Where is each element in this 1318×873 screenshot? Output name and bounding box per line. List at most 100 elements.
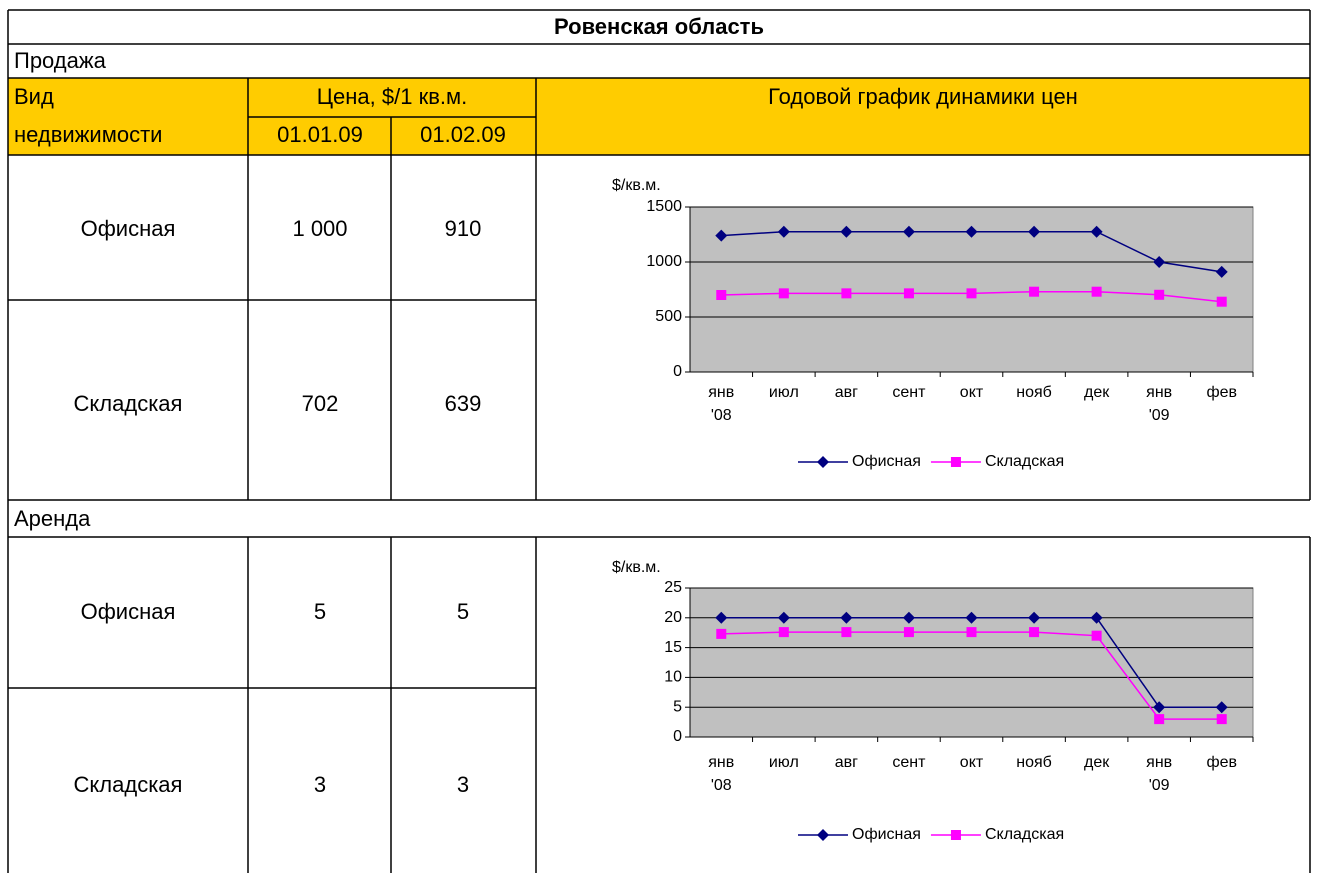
legend-marker <box>950 457 961 467</box>
y-tick-label: 1500 <box>646 198 682 215</box>
section-label: Аренда <box>14 506 91 531</box>
x-label-box: окт <box>960 384 983 401</box>
x-label-box: сент <box>892 384 925 401</box>
cell: Офисная <box>81 216 176 241</box>
legend-marker <box>817 829 829 841</box>
legend-label: Офисная <box>852 826 921 843</box>
cell: 702 <box>302 391 339 416</box>
plot-area <box>689 587 1254 738</box>
marker <box>1216 714 1227 725</box>
marker <box>1028 225 1041 238</box>
marker <box>841 627 852 638</box>
marker <box>1090 225 1103 238</box>
marker <box>966 288 977 299</box>
marker <box>902 225 915 238</box>
marker <box>1154 289 1165 300</box>
marker <box>840 225 853 238</box>
x-label-box: нояб <box>1016 384 1052 401</box>
x-label-box: фев <box>1206 384 1237 401</box>
cell: 5 <box>457 599 469 624</box>
x-tick-label: янв '09 <box>1146 754 1173 794</box>
y-tick-label: 500 <box>655 308 682 325</box>
cell: 639 <box>445 391 482 416</box>
marker <box>778 288 789 299</box>
marker <box>1029 286 1040 297</box>
x-tick-label: сент <box>892 384 926 401</box>
x-tick-label: дек <box>1083 754 1110 771</box>
x-label-box: авг <box>835 384 858 401</box>
marker <box>1153 256 1166 268</box>
marker <box>902 611 915 624</box>
x-tick-label: фев <box>1206 384 1237 401</box>
cell: 1 000 <box>292 216 347 241</box>
section-label: Продажа <box>14 48 107 73</box>
marker <box>1215 701 1228 714</box>
y-tick-label: 10 <box>664 669 682 686</box>
x-tick-label: окт <box>959 384 984 401</box>
marker <box>715 229 728 242</box>
title: Ровенская область <box>554 14 764 39</box>
x-label-box: янв '09 <box>1146 384 1172 424</box>
x-label-box: июл <box>769 754 799 771</box>
cell: Складская <box>74 772 183 797</box>
marker <box>1153 701 1166 714</box>
cell: 3 <box>314 772 326 797</box>
marker <box>1215 265 1228 278</box>
marker <box>840 611 853 624</box>
x-label-box: дек <box>1084 754 1109 771</box>
marker <box>966 627 977 638</box>
marker <box>716 290 727 300</box>
y-tick-label: 15 <box>664 639 682 656</box>
marker <box>777 225 790 238</box>
x-label-box: нояб <box>1016 754 1052 771</box>
marker <box>965 225 978 238</box>
header-cell: Цена, $/1 кв.м. <box>317 84 467 109</box>
x-tick-label: авг <box>834 754 858 771</box>
marker <box>903 627 914 638</box>
x-tick-label: янв '08 <box>708 754 735 794</box>
legend-label: Складская <box>985 826 1064 843</box>
y-axis-label: $/кв.м. <box>612 559 661 576</box>
x-label-box: окт <box>960 754 983 771</box>
x-label-box: авг <box>835 754 858 771</box>
x-tick-label: фев <box>1206 754 1237 771</box>
x-tick-label: нояб <box>1016 384 1052 401</box>
x-label-box: янв '09 <box>1146 754 1172 794</box>
y-tick-label: 1000 <box>646 253 682 270</box>
x-tick-label: нояб <box>1016 754 1052 771</box>
marker <box>778 627 789 638</box>
x-label-box: янв '08 <box>708 754 734 794</box>
marker <box>1029 627 1040 638</box>
legend-label: Складская <box>985 453 1064 470</box>
marker <box>903 288 914 299</box>
y-tick-label: 0 <box>673 363 682 380</box>
x-label-box: июл <box>769 384 799 401</box>
marker <box>841 288 852 299</box>
header-cell: Годовой график динамики цен <box>768 84 1078 109</box>
marker <box>715 611 728 624</box>
legend-marker <box>950 830 961 840</box>
x-label-box: дек <box>1084 384 1109 401</box>
x-tick-label: июл <box>768 754 799 771</box>
marker <box>1091 630 1102 641</box>
marker <box>716 628 727 639</box>
header-cell: 01.01.09 <box>277 122 363 147</box>
cell: 5 <box>314 599 326 624</box>
x-label-box: фев <box>1206 754 1237 771</box>
header-cell: недвижимости <box>14 122 162 147</box>
cell: Складская <box>74 391 183 416</box>
cell: 910 <box>445 216 482 241</box>
marker <box>1090 611 1103 624</box>
x-tick-label: авг <box>834 384 858 401</box>
x-tick-label: окт <box>959 754 984 771</box>
x-tick-label: янв '09 <box>1146 384 1173 424</box>
cell: 3 <box>457 772 469 797</box>
header-cell: Вид <box>14 84 54 109</box>
x-tick-label: дек <box>1083 384 1110 401</box>
table-grid <box>7 9 1311 873</box>
y-tick-label: 25 <box>664 579 682 596</box>
x-tick-label: сент <box>892 754 926 771</box>
header-cell: 01.02.09 <box>420 122 506 147</box>
y-tick-label: 0 <box>673 728 682 745</box>
